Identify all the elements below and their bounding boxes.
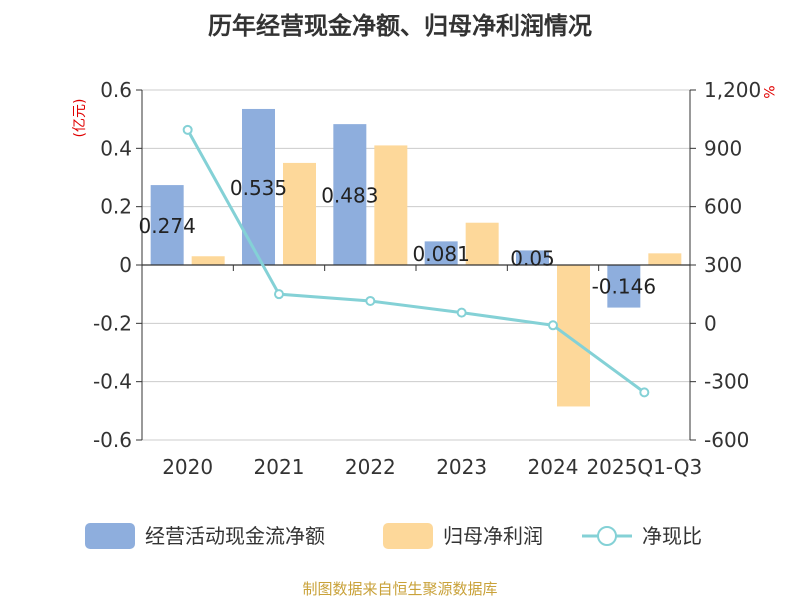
left-axis-unit: (亿元) <box>72 99 88 138</box>
legend-label-cashflow: 经营活动现金流净额 <box>145 524 325 548</box>
right-axis-tick-label: 0 <box>704 311 717 335</box>
x-axis-tick-label: 2021 <box>254 455 305 479</box>
axes: 0.6 0.4 0.2 0 -0.2 -0.4 -0.6 1,200 900 600 300 0 -30… <box>93 78 761 479</box>
net-profit-bar <box>465 222 499 265</box>
source-note: 制图数据来自恒生聚源数据库 <box>302 580 497 598</box>
ratio-point <box>639 387 650 398</box>
cashflow-data-label: 0.483 <box>321 184 378 208</box>
legend-label-ratio: 净现比 <box>642 524 702 548</box>
legend: 经营活动现金流净额 归母净利润 净现比 <box>85 523 702 549</box>
cashflow-data-label: 0.274 <box>139 214 196 238</box>
x-axis-tick-label: 2025Q1-Q3 <box>586 455 702 479</box>
left-axis-tick-label: 0.4 <box>100 136 132 160</box>
cashflow-data-label: 0.081 <box>413 242 470 266</box>
legend-marker-ratio <box>597 526 617 546</box>
legend-swatch-cashflow <box>85 523 135 549</box>
cashflow-bar <box>150 185 184 265</box>
net-profit-bar <box>374 145 408 265</box>
cashflow-bar <box>516 250 549 265</box>
ratio-point <box>274 289 284 300</box>
cashflow-data-label: 0.535 <box>230 176 287 200</box>
ratio-point <box>548 320 558 331</box>
cashflow-bar <box>333 124 367 265</box>
ratio-point <box>456 307 467 318</box>
right-axis-tick-label: -600 <box>704 428 749 452</box>
ratio-line-path <box>186 129 646 394</box>
left-axis-tick-label: -0.2 <box>93 311 132 335</box>
x-axis-tick-label: 2022 <box>345 455 396 479</box>
left-axis-tick-label: 0.2 <box>100 195 132 219</box>
cashflow-data-label: 0.05 <box>510 247 555 271</box>
data-labels: 0.274 0.535 0.483 0.081 0.05 -0.146 <box>139 176 657 299</box>
left-axis-tick-label: 0.6 <box>100 78 132 102</box>
net-profit-bar <box>648 253 682 265</box>
right-axis-tick-label: 900 <box>704 136 742 160</box>
cashflow-data-label: -0.146 <box>592 275 656 299</box>
net-profit-bar <box>191 256 225 265</box>
ratio-point <box>182 124 193 135</box>
ratio-line <box>182 124 650 398</box>
cashflow-bar <box>424 241 458 265</box>
x-axis-tick-label: 2020 <box>162 455 213 479</box>
x-axis-tick-label: 2023 <box>436 455 487 479</box>
net-profit-bar <box>557 265 590 407</box>
left-axis-tick-label: 0 <box>119 253 132 277</box>
right-axis-unit: % <box>760 85 776 98</box>
chart-title: 历年经营现金净额、归母净利润情况 <box>208 12 592 40</box>
right-axis-tick-label: 1,200 <box>704 78 761 102</box>
right-axis-tick-label: 300 <box>704 253 742 277</box>
right-axis-tick-label: 600 <box>704 195 742 219</box>
legend-label-net-profit: 归母净利润 <box>443 524 543 548</box>
ratio-point <box>365 295 376 306</box>
cashflow-bar <box>607 265 641 308</box>
left-axis-tick-label: -0.6 <box>93 428 132 452</box>
right-axis-tick-label: -300 <box>704 370 749 394</box>
legend-swatch-net-profit <box>383 523 433 549</box>
left-axis-tick-label: -0.4 <box>93 370 132 394</box>
x-axis-tick-label: 2024 <box>528 455 579 479</box>
net-profit-bar <box>283 162 316 265</box>
